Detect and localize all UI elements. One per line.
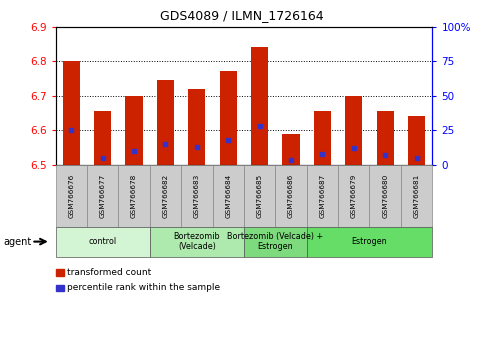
Text: percentile rank within the sample: percentile rank within the sample (67, 283, 220, 292)
Text: GSM766677: GSM766677 (99, 173, 106, 218)
Text: GSM766678: GSM766678 (131, 173, 137, 218)
Text: GSM766679: GSM766679 (351, 173, 357, 218)
Text: Bortezomib (Velcade) +
Estrogen: Bortezomib (Velcade) + Estrogen (227, 232, 324, 251)
Bar (94, 111, 111, 165)
Bar (314, 111, 331, 165)
Text: GSM766686: GSM766686 (288, 173, 294, 218)
Text: transformed count: transformed count (67, 268, 151, 277)
Text: control: control (88, 237, 117, 246)
Text: Estrogen: Estrogen (352, 237, 387, 246)
Text: Bortezomib
(Velcade): Bortezomib (Velcade) (173, 232, 220, 251)
Bar (377, 111, 394, 165)
Bar (220, 72, 237, 165)
Text: agent: agent (4, 236, 32, 247)
Bar (157, 80, 174, 165)
Text: GSM766682: GSM766682 (162, 173, 169, 218)
Text: GSM766687: GSM766687 (319, 173, 326, 218)
Bar (283, 133, 299, 165)
Text: GSM766680: GSM766680 (382, 173, 388, 218)
Text: GSM766684: GSM766684 (225, 173, 231, 218)
Text: GSM766676: GSM766676 (68, 173, 74, 218)
Text: GSM766681: GSM766681 (413, 173, 420, 218)
Bar (408, 116, 425, 165)
Bar (188, 89, 205, 165)
Text: GSM766685: GSM766685 (256, 173, 263, 218)
Bar (63, 61, 80, 165)
Text: GDS4089 / ILMN_1726164: GDS4089 / ILMN_1726164 (160, 9, 323, 22)
Bar (126, 96, 142, 165)
Bar (345, 96, 362, 165)
Bar (251, 47, 268, 165)
Text: GSM766683: GSM766683 (194, 173, 200, 218)
